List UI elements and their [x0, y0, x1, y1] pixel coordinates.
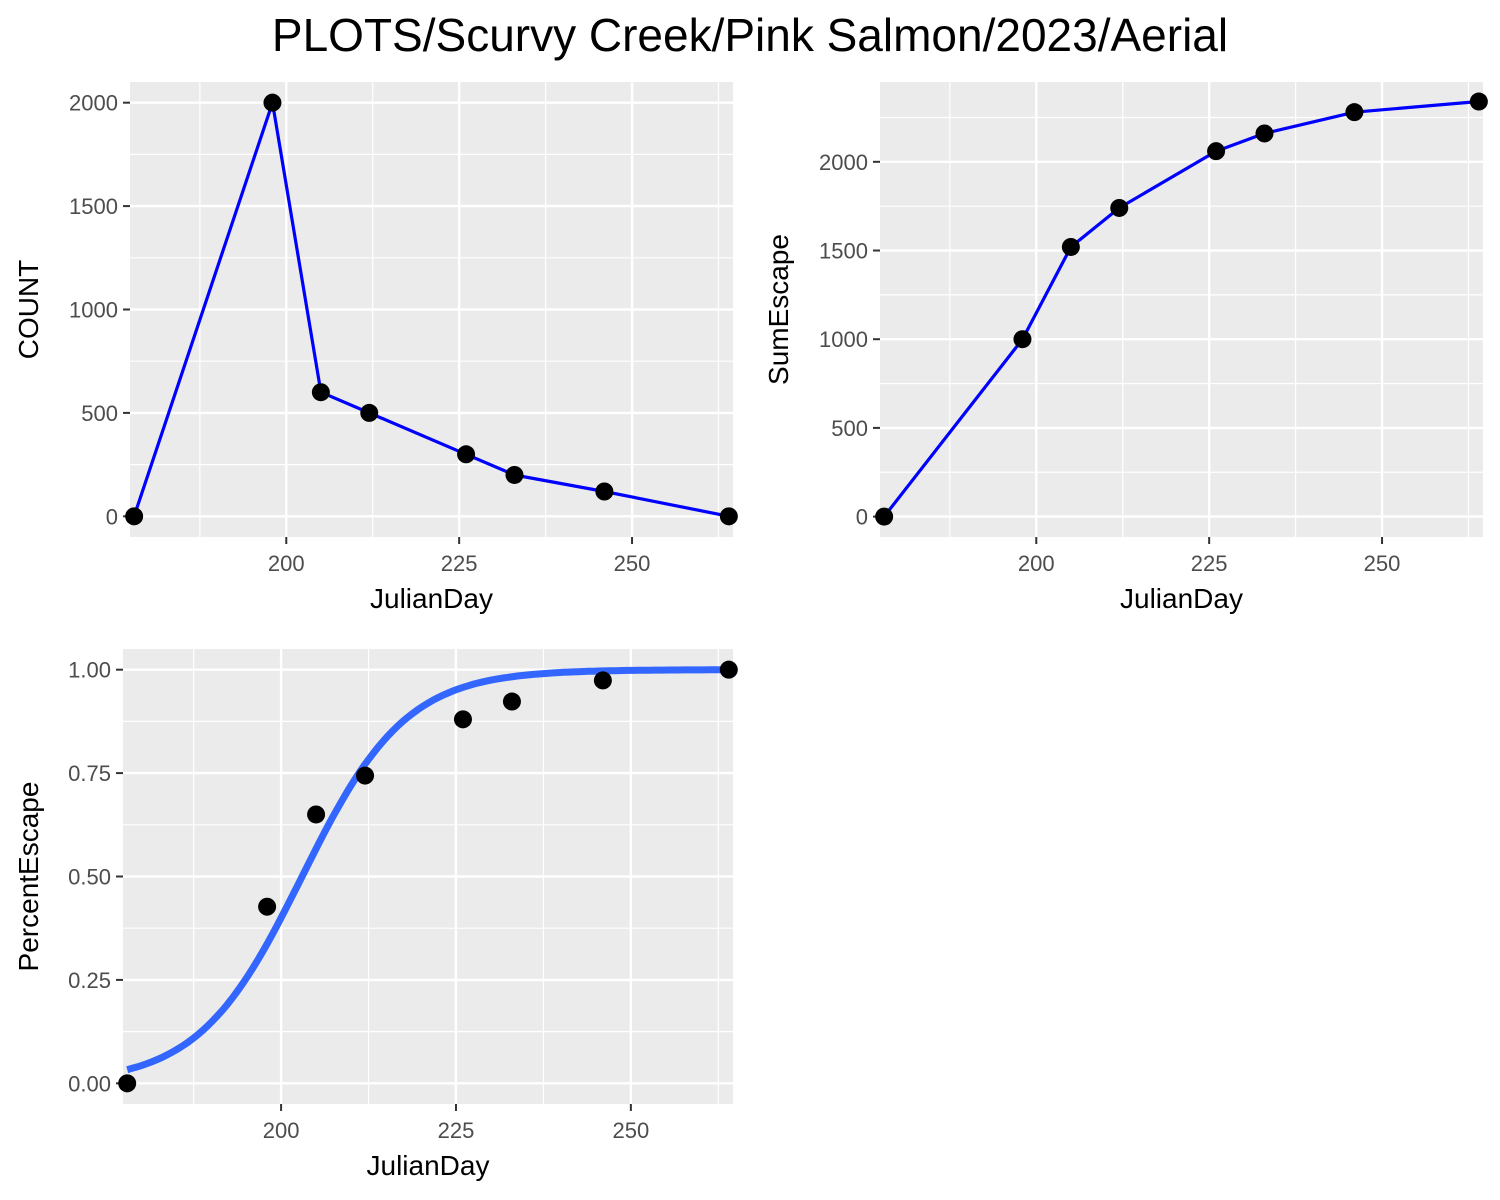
count-data-point [719, 507, 738, 526]
sum-escape-data-point [1110, 198, 1129, 217]
sum-escape-y-axis-title: SumEscape [763, 234, 794, 385]
count-y-axis-title: COUNT [13, 260, 44, 360]
percent-escape-data-point [453, 710, 472, 729]
percent-escape-data-point [593, 671, 612, 690]
count-data-point [360, 403, 379, 422]
percent-escape-panel: 200 225 250 0.00 0.25 0.50 0.75 1.00 JulianDay Pe… [13, 649, 738, 1181]
sum-escape-data-point [1345, 103, 1364, 122]
count-x-tick-label: 200 [268, 551, 305, 576]
count-data-point [311, 383, 330, 402]
sum-escape-data-point [1469, 92, 1488, 111]
count-data-point [457, 445, 476, 464]
count-series-line [132, 101, 730, 518]
sum-escape-y-tick-label: 500 [831, 416, 868, 441]
count-y-tick-label: 500 [81, 401, 118, 426]
count-x-axis-title: JulianDay [370, 583, 493, 614]
percent-escape-y-tick-label: 0.50 [68, 865, 111, 890]
percent-escape-data-point [118, 1074, 137, 1093]
percent-escape-x-tick-label: 250 [613, 1118, 650, 1143]
sum-escape-y-tick-label: 0 [856, 505, 868, 530]
percent-escape-x-tick-label: 225 [438, 1118, 475, 1143]
count-data-point [505, 465, 524, 484]
sum-escape-x-tick-label: 225 [1191, 551, 1228, 576]
sum-escape-y-tick-label: 1000 [819, 327, 868, 352]
percent-escape-y-axis-title: PercentEscape [13, 782, 44, 972]
sum-escape-series-line [882, 99, 1480, 518]
sum-escape-data-point [1207, 142, 1226, 161]
sum-escape-x-tick-label: 200 [1018, 551, 1055, 576]
count-x-tick-label: 225 [441, 551, 478, 576]
sum-escape-data-point [875, 507, 894, 526]
count-y-tick-label: 1500 [69, 194, 118, 219]
count-x-tick-label: 250 [614, 551, 651, 576]
count-y-tick-label: 0 [106, 504, 118, 529]
sum-escape-y-tick-label: 2000 [819, 150, 868, 175]
count-data-point [125, 507, 144, 526]
count-data-point [595, 482, 614, 501]
percent-escape-y-tick-label: 0.25 [68, 968, 111, 993]
sum-escape-plot-background [880, 82, 1483, 537]
percent-escape-data-point [356, 766, 375, 785]
percent-escape-y-tick-label: 1.00 [68, 658, 111, 683]
percent-escape-y-tick-label: 0.00 [68, 1071, 111, 1096]
sum-escape-data-point [1061, 237, 1080, 256]
percent-escape-data-point [502, 692, 521, 711]
sum-escape-y-tick-label: 1500 [819, 239, 868, 264]
sum-escape-panel: 200 225 250 0 500 1000 1500 2000 JulianDay SumEsc… [763, 82, 1488, 614]
percent-escape-data-point [307, 805, 326, 824]
percent-escape-y-tick-label: 0.75 [68, 761, 111, 786]
percent-escape-data-point [258, 897, 277, 916]
sum-escape-data-point [1013, 330, 1032, 349]
sum-escape-x-tick-label: 250 [1364, 551, 1401, 576]
page-title: PLOTS/Scurvy Creek/Pink Salmon/2023/Aeri… [271, 9, 1229, 61]
percent-escape-data-point [719, 660, 738, 679]
percent-escape-x-axis-title: JulianDay [367, 1150, 490, 1181]
count-y-tick-label: 1000 [69, 298, 118, 323]
count-data-point [263, 93, 282, 112]
count-y-tick-label: 2000 [69, 91, 118, 116]
sum-escape-x-axis-title: JulianDay [1120, 583, 1243, 614]
percent-escape-fit-curve [126, 666, 729, 1074]
percent-escape-x-tick-label: 200 [263, 1118, 300, 1143]
sum-escape-data-point [1255, 124, 1274, 143]
count-panel: 200 225 250 0 500 1000 1500 2000 JulianDay COUNT [13, 82, 738, 614]
